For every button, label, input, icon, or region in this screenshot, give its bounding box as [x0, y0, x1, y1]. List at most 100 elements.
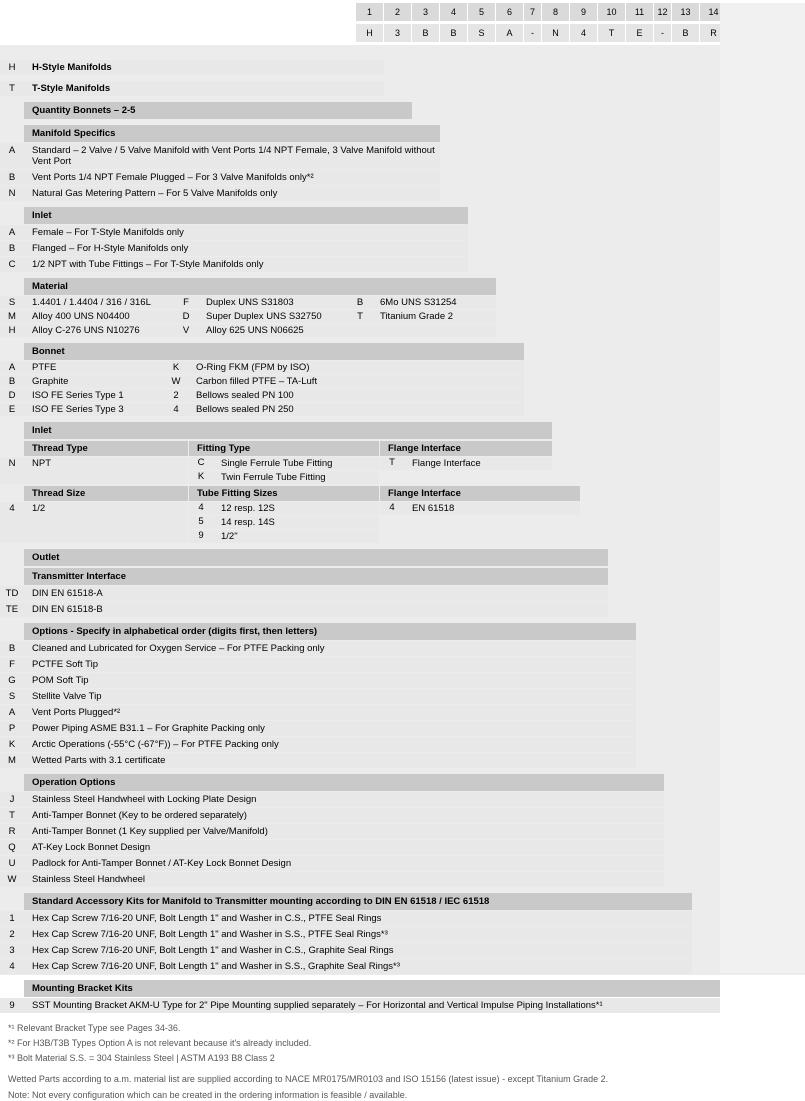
code: T: [0, 82, 24, 95]
section-title: Material: [24, 278, 496, 295]
desc: Vent Ports Plugged*²: [24, 706, 636, 719]
col-val: E: [626, 24, 653, 42]
code: 1: [0, 912, 24, 925]
desc: ISO FE Series Type 1: [24, 390, 164, 401]
desc: Bellows sealed PN 100: [188, 390, 524, 401]
desc: Padlock for Anti-Tamper Bonnet / AT-Key …: [24, 857, 664, 870]
col-val: B: [412, 24, 439, 42]
desc: DIN EN 61518-A: [24, 587, 608, 600]
section-quantity: Quantity Bonnets – 2-5: [0, 102, 412, 119]
section-material: Material S 1.4401 / 1.4404 / 316 / 316L …: [0, 278, 496, 337]
desc: Wetted Parts with 3.1 certificate: [24, 754, 636, 767]
code: T: [0, 809, 24, 822]
code: U: [0, 857, 24, 870]
code: 4: [164, 404, 188, 415]
desc: Flange Interface: [404, 457, 552, 470]
desc: Alloy 625 UNS N06625: [198, 325, 348, 336]
desc: PTFE: [24, 362, 164, 373]
code: 5: [189, 516, 213, 529]
code: T: [380, 457, 404, 470]
col-num: 6: [496, 3, 523, 21]
code: K: [0, 738, 24, 751]
desc: Super Duplex UNS S32750: [198, 311, 348, 322]
col-num: 8: [542, 3, 569, 21]
desc: Stellite Valve Tip: [24, 690, 636, 703]
section-outlet: Outlet Transmitter Interface TDDIN EN 61…: [0, 549, 608, 617]
subhead: Tube Fitting Sizes: [189, 486, 379, 501]
header-values: H 3 B B S A - N 4 T E - B R: [0, 24, 805, 42]
desc: Hex Cap Screw 7/16-20 UNF, Bolt Length 1…: [24, 944, 692, 957]
code: K: [164, 362, 188, 373]
desc: Flanged – For H-Style Manifolds only: [24, 242, 468, 255]
subhead: Flange Interface: [380, 441, 552, 456]
code: 4: [0, 502, 24, 543]
desc: 1.4401 / 1.4404 / 316 / 316L: [24, 297, 174, 308]
desc: Female – For T-Style Manifolds only: [24, 226, 468, 239]
code: A: [0, 362, 24, 373]
code: 3: [0, 944, 24, 957]
desc: PCTFE Soft Tip: [24, 658, 636, 671]
code: TD: [0, 587, 24, 600]
col-val: S: [468, 24, 495, 42]
desc: Alloy 400 UNS N04400: [24, 311, 174, 322]
col-num: 1: [356, 3, 383, 21]
section-bonnet: Bonnet A PTFE K O-Ring FKM (FPM by ISO) …: [0, 343, 524, 416]
desc: Graphite: [24, 376, 164, 387]
code: 2: [164, 390, 188, 401]
desc: SST Mounting Bracket AKM-U Type for 2" P…: [24, 999, 720, 1012]
desc: Standard – 2 Valve / 5 Valve Manifold wi…: [24, 144, 440, 168]
desc: EN 61518: [404, 502, 580, 515]
code: D: [0, 390, 24, 401]
col-num: 5: [468, 3, 495, 21]
desc: Bellows sealed PN 250: [188, 404, 524, 415]
code: B: [0, 376, 24, 387]
code: J: [0, 793, 24, 806]
subhead: Thread Type: [24, 441, 188, 456]
code: W: [0, 873, 24, 886]
col-val: B: [440, 24, 467, 42]
col-val: H: [356, 24, 383, 42]
code: V: [174, 325, 198, 336]
desc: Twin Ferrule Tube Fitting: [213, 471, 379, 484]
code: H: [0, 61, 24, 74]
desc: Duplex UNS S31803: [198, 297, 348, 308]
col-val: A: [496, 24, 523, 42]
desc: DIN EN 61518-B: [24, 603, 608, 616]
desc: H-Style Manifolds: [24, 61, 384, 74]
code: F: [0, 658, 24, 671]
section-inlet-detail: Inlet Thread Type Fitting Type Flange In…: [0, 422, 552, 484]
code: N: [0, 457, 24, 484]
desc: Hex Cap Screw 7/16-20 UNF, Bolt Length 1…: [24, 912, 692, 925]
col-num: 13: [672, 3, 699, 21]
desc: POM Soft Tip: [24, 674, 636, 687]
section-title: Standard Accessory Kits for Manifold to …: [24, 893, 692, 910]
code: 2: [0, 928, 24, 941]
desc: ISO FE Series Type 3: [24, 404, 164, 415]
code: S: [0, 690, 24, 703]
desc: Anti-Tamper Bonnet (1 Key supplied per V…: [24, 825, 664, 838]
col-num: 3: [412, 3, 439, 21]
code: K: [189, 471, 213, 484]
col-num: 7: [524, 3, 541, 21]
subhead: Transmitter Interface: [24, 568, 608, 585]
code: T: [348, 311, 372, 322]
code: 9: [189, 530, 213, 543]
section-inlet-detail2: Thread Size Tube Fitting Sizes Flange In…: [0, 486, 580, 543]
col-val: 3: [384, 24, 411, 42]
section-title: Options - Specify in alphabetical order …: [24, 623, 636, 640]
col-val: T: [598, 24, 625, 42]
desc: Titanium Grade 2: [372, 311, 496, 322]
code: R: [0, 825, 24, 838]
desc: 1/2": [213, 530, 379, 543]
footnote: *² For H3B/T3B Types Option A is not rel…: [0, 1034, 805, 1049]
section-title: Inlet: [24, 207, 468, 224]
section-style: HH-Style Manifolds TT-Style Manifolds: [0, 60, 384, 96]
section-title: Outlet: [24, 549, 608, 566]
col-num: 9: [570, 3, 597, 21]
section-specifics: Manifold Specifics AStandard – 2 Valve /…: [0, 125, 440, 201]
section-title: Operation Options: [24, 774, 664, 791]
section-accessory: Standard Accessory Kits for Manifold to …: [0, 893, 692, 974]
subhead: Thread Size: [24, 486, 188, 501]
subhead: Fitting Type: [189, 441, 379, 456]
code: B: [348, 297, 372, 308]
